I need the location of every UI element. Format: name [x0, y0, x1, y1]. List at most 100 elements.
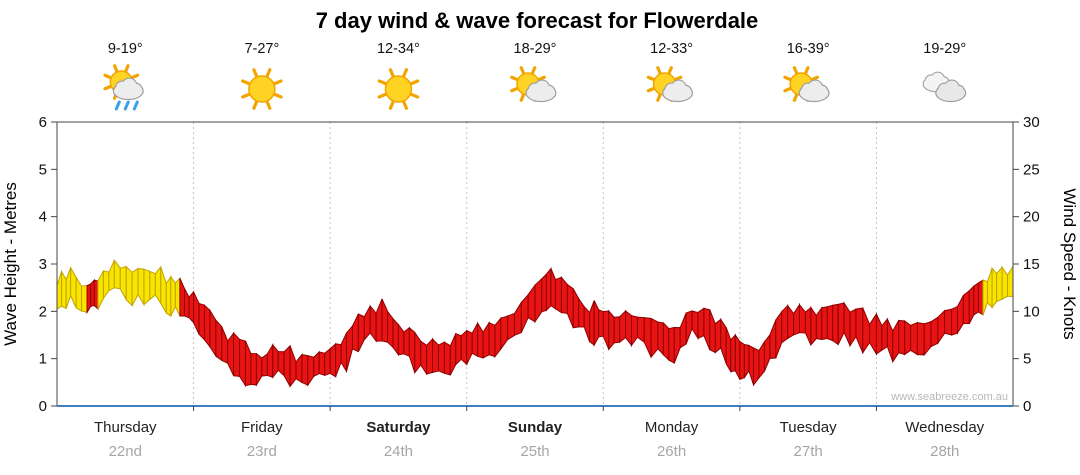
wind-flag-forecast	[426, 337, 434, 375]
wind-flag-forecast	[578, 297, 585, 328]
day-temp-range: 12-34°	[377, 41, 420, 57]
weather-icons: 9-19° 7-27° 12-34° 18-29° 12-33° 16-39° 19-29°	[103, 41, 967, 111]
wind-flag-observed	[81, 284, 88, 314]
wind-flag-forecast	[758, 340, 765, 380]
wind-flag-forecast	[703, 307, 711, 351]
wind-flag-observed	[61, 269, 67, 310]
cloud-icon	[798, 79, 830, 103]
wind-flag-forecast	[849, 308, 857, 348]
wind-flag-forecast	[397, 323, 405, 356]
wind-flag-forecast	[318, 351, 326, 376]
left-tick-label: 1	[39, 351, 47, 368]
cloud-icon	[112, 77, 144, 101]
wind-flag-observed	[170, 275, 176, 317]
wind-flag-forecast	[500, 315, 509, 351]
wind-flag-observed	[131, 267, 139, 306]
wind-flag-forecast	[837, 302, 845, 345]
wind-flag-forecast	[392, 317, 399, 357]
day-name-label: Saturday	[366, 419, 431, 436]
wind-flag-observed	[102, 270, 110, 300]
weather-icon-cloudy	[922, 71, 967, 103]
wind-flag-observed	[154, 265, 162, 305]
wind-flag-forecast	[886, 318, 894, 362]
wind-flag-forecast	[554, 276, 562, 314]
day-temp-range: 16-39°	[787, 41, 830, 57]
wind-flag-forecast	[324, 347, 331, 376]
wind-flag-forecast	[541, 273, 547, 313]
wind-flag-observed	[165, 275, 172, 318]
wind-flag-forecast	[956, 295, 964, 335]
wind-flag-forecast	[697, 307, 705, 340]
wind-flag-forecast	[437, 341, 445, 374]
wind-flag-forecast	[443, 341, 451, 376]
wind-flag-forecast	[608, 309, 615, 351]
wind-flag-forecast	[346, 324, 353, 372]
wind-flag-forecast	[261, 352, 268, 377]
wind-flag-observed	[56, 271, 63, 311]
wind-flag-forecast	[898, 319, 906, 356]
plot-frame	[56, 121, 1014, 407]
wind-flag-forecast	[420, 340, 428, 376]
wind-flag-observed	[119, 266, 127, 300]
day-date-label: 24th	[384, 443, 413, 460]
wind-flag-observed	[1007, 264, 1014, 297]
wind-flag-forecast	[255, 352, 263, 387]
wind-flag-forecast	[781, 304, 789, 344]
day-date-label: 23rd	[247, 443, 277, 460]
wind-flag-forecast	[527, 283, 536, 323]
wind-flag-observed	[1001, 265, 1009, 300]
wind-flag-observed	[982, 279, 989, 315]
wind-flag-forecast	[923, 321, 932, 357]
wind-flag-observed	[113, 258, 121, 290]
wind-flag-forecast	[793, 302, 800, 336]
wind-flag-forecast	[930, 316, 939, 348]
wind-flag-forecast	[198, 302, 205, 342]
wind-flag-forecast	[460, 329, 468, 366]
wind-flag-forecast	[787, 304, 795, 340]
wind-flag-forecast	[221, 326, 229, 365]
wind-flag-observed	[149, 270, 156, 301]
wind-flag-forecast	[720, 317, 727, 364]
wind-flag-forecast	[550, 268, 556, 310]
wind-flag-forecast	[583, 305, 591, 342]
wind-flag-forecast	[968, 284, 975, 324]
weather-icon-partly-cloudy	[510, 66, 557, 103]
wind-flag-forecast	[815, 306, 823, 341]
wind-flag-forecast	[875, 313, 883, 355]
wind-flag-forecast	[507, 312, 516, 341]
wind-flag-forecast	[277, 351, 285, 377]
wind-flag-forecast	[804, 306, 812, 346]
wind-flag-forecast	[363, 305, 371, 342]
wind-flag-forecast	[668, 326, 675, 364]
wind-flag-forecast	[90, 278, 95, 307]
wind-flag-forecast	[494, 316, 502, 359]
wind-flag-forecast	[179, 278, 185, 317]
wind-flag-forecast	[449, 333, 457, 376]
wind-flag-forecast	[753, 347, 760, 387]
day-temp-range: 9-19°	[108, 41, 143, 57]
wind-flag-forecast	[335, 343, 342, 377]
wind-flag-forecast	[387, 309, 394, 349]
right-tick-label: 25	[1023, 161, 1040, 178]
watermark: www.seabreeze.com.au	[890, 391, 1008, 403]
day-temp-range: 7-27°	[244, 41, 279, 57]
right-tick-label: 5	[1023, 351, 1031, 368]
day-labels: Thursday 22nd Friday 23rd Saturday 24th Sunday…	[94, 419, 985, 460]
wind-flag-forecast	[250, 353, 257, 386]
right-tick-label: 30	[1023, 114, 1040, 131]
wind-flag-forecast	[329, 342, 337, 378]
wind-flag-observed	[97, 270, 104, 310]
wind-flag-forecast	[408, 326, 416, 373]
wind-flag-forecast	[266, 343, 274, 378]
wind-flag-forecast	[602, 310, 610, 350]
wind-flag-forecast	[283, 344, 291, 387]
wind-flag-forecast	[685, 310, 693, 345]
right-tick-label: 20	[1023, 209, 1040, 226]
wind-flag-forecast	[183, 288, 190, 319]
wind-flag-forecast	[93, 279, 99, 311]
weather-icon-sun-rain	[103, 64, 144, 111]
wind-flag-forecast	[455, 332, 462, 366]
wind-flag-observed	[108, 260, 115, 292]
wind-flag-forecast	[826, 304, 834, 342]
wind-flag-forecast	[466, 329, 473, 365]
